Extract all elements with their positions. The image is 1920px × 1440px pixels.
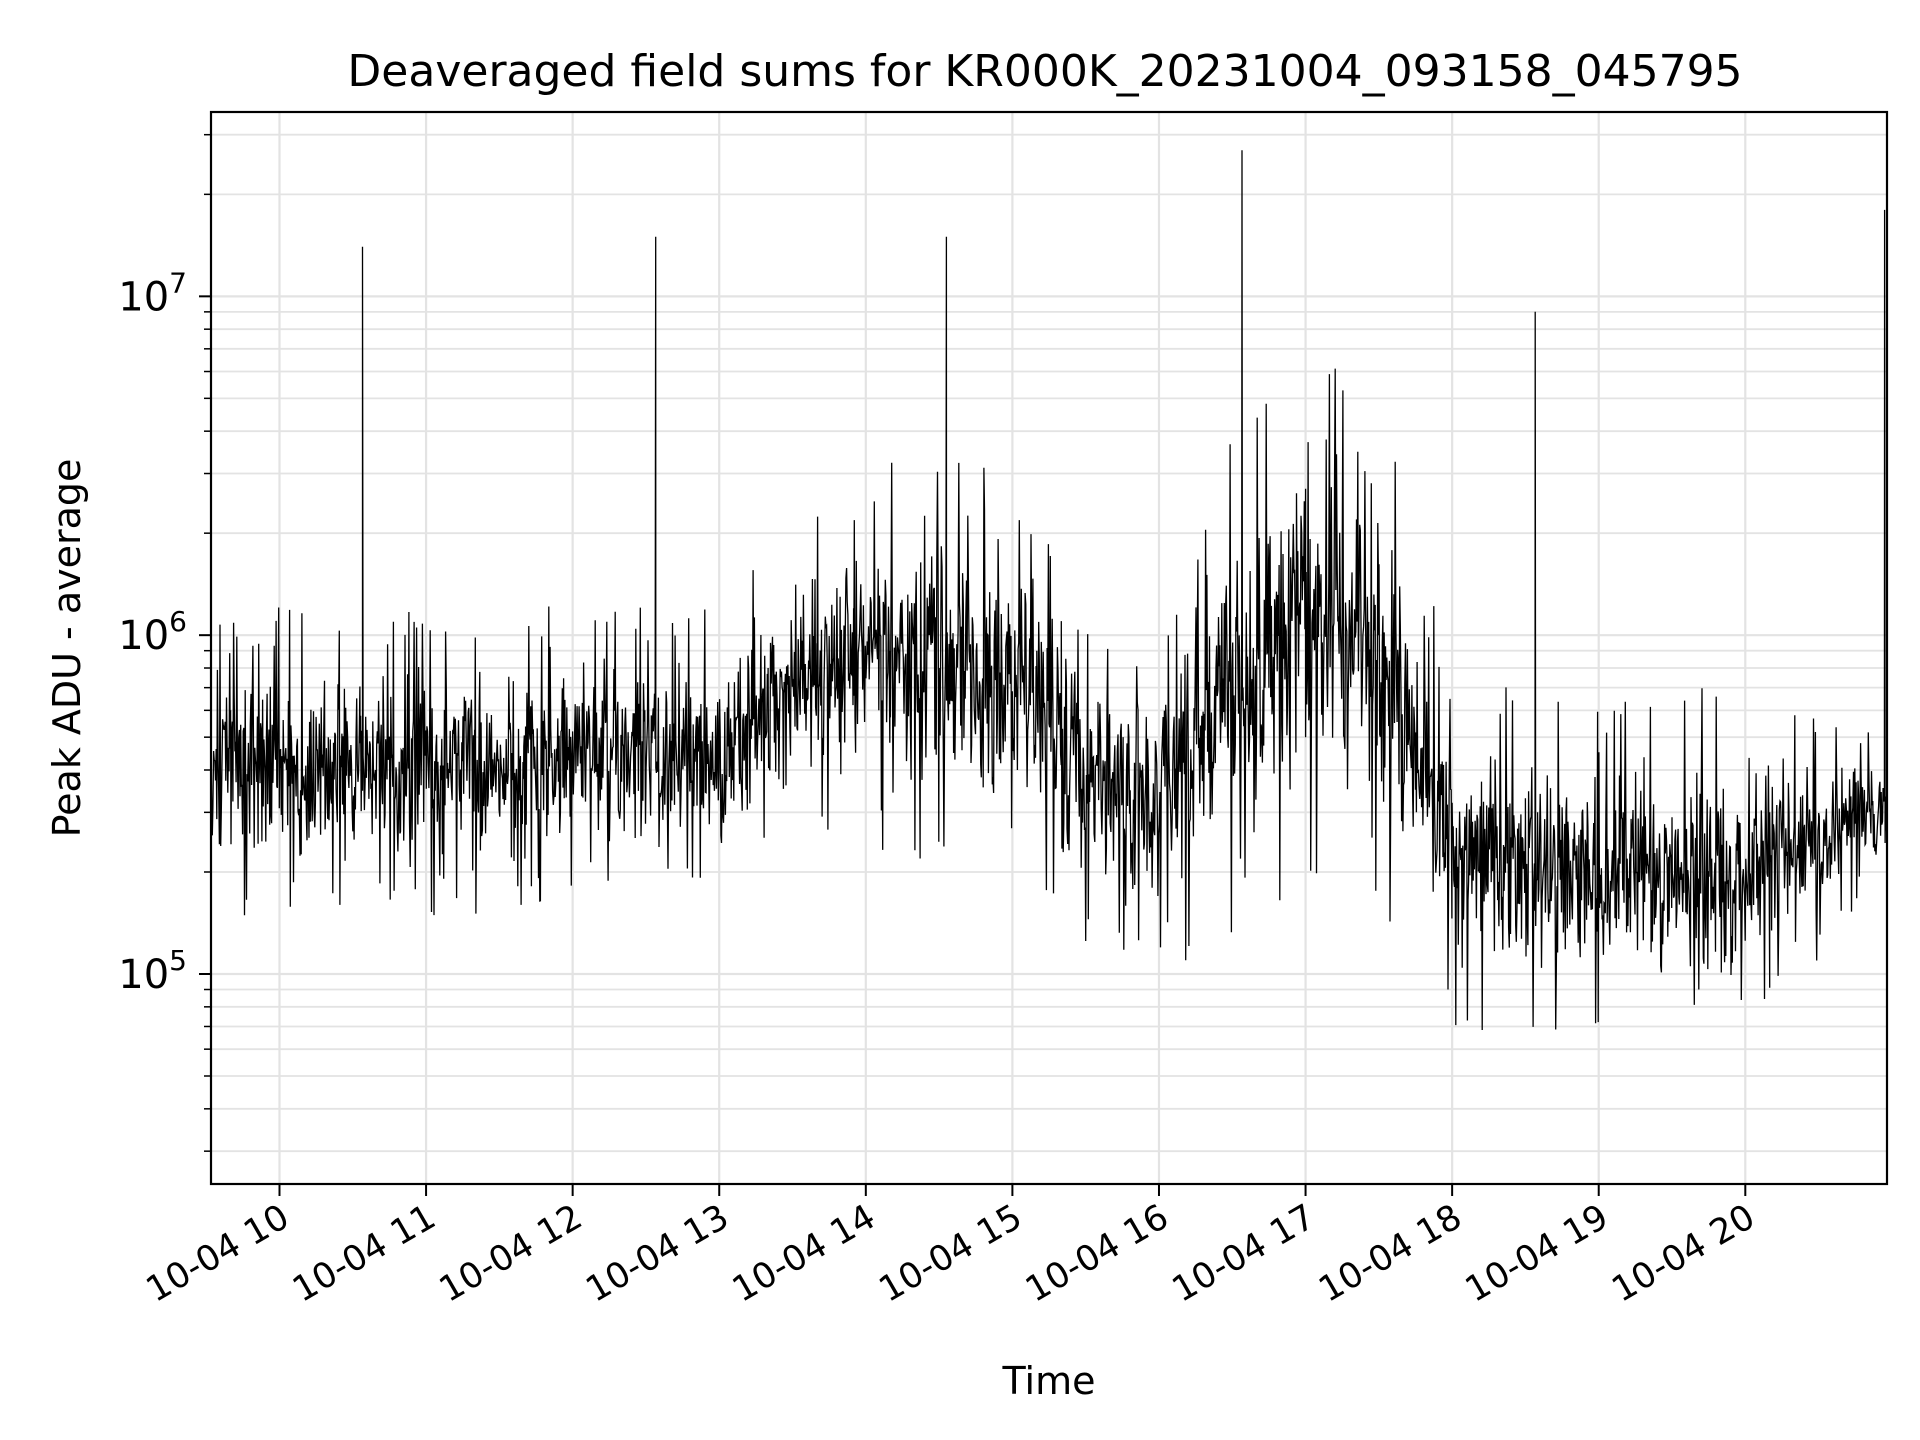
- x-tick-label: 10-04 17: [1166, 1197, 1322, 1310]
- y-tick-label: 107: [118, 266, 187, 320]
- chart-title: Deaveraged field sums for KR000K_2023100…: [347, 46, 1742, 97]
- data-trace: [210, 150, 1888, 1031]
- y-tick-base: 10: [118, 274, 169, 320]
- series-line: [210, 150, 1888, 1031]
- x-tick-label: 10-04 15: [873, 1197, 1029, 1310]
- x-axis-label: Time: [1002, 1359, 1096, 1403]
- y-tick-exponent: 6: [169, 605, 187, 638]
- x-tick-label: 10-04 10: [140, 1197, 296, 1310]
- x-tick-label: 10-04 18: [1312, 1197, 1468, 1310]
- y-axis-label: Peak ADU - average: [45, 459, 89, 838]
- y-tick-base: 10: [118, 952, 169, 998]
- x-tick-label: 10-04 16: [1019, 1197, 1175, 1310]
- y-tick-base: 10: [118, 613, 169, 659]
- plot-frame: [209, 110, 1889, 1186]
- y-tick-exponent: 7: [169, 266, 187, 299]
- x-tick-label: 10-04 13: [579, 1197, 735, 1310]
- x-tick-label: 10-04 11: [286, 1197, 442, 1310]
- x-tick-label: 10-04 19: [1459, 1197, 1615, 1310]
- x-tick-label: 10-04 14: [726, 1197, 882, 1310]
- y-tick-label: 105: [118, 944, 187, 998]
- x-tick-label: 10-04 12: [433, 1197, 589, 1310]
- y-tick-label: 106: [118, 605, 187, 659]
- x-tick-label: 10-04 20: [1606, 1197, 1762, 1310]
- y-tick-exponent: 5: [169, 944, 187, 977]
